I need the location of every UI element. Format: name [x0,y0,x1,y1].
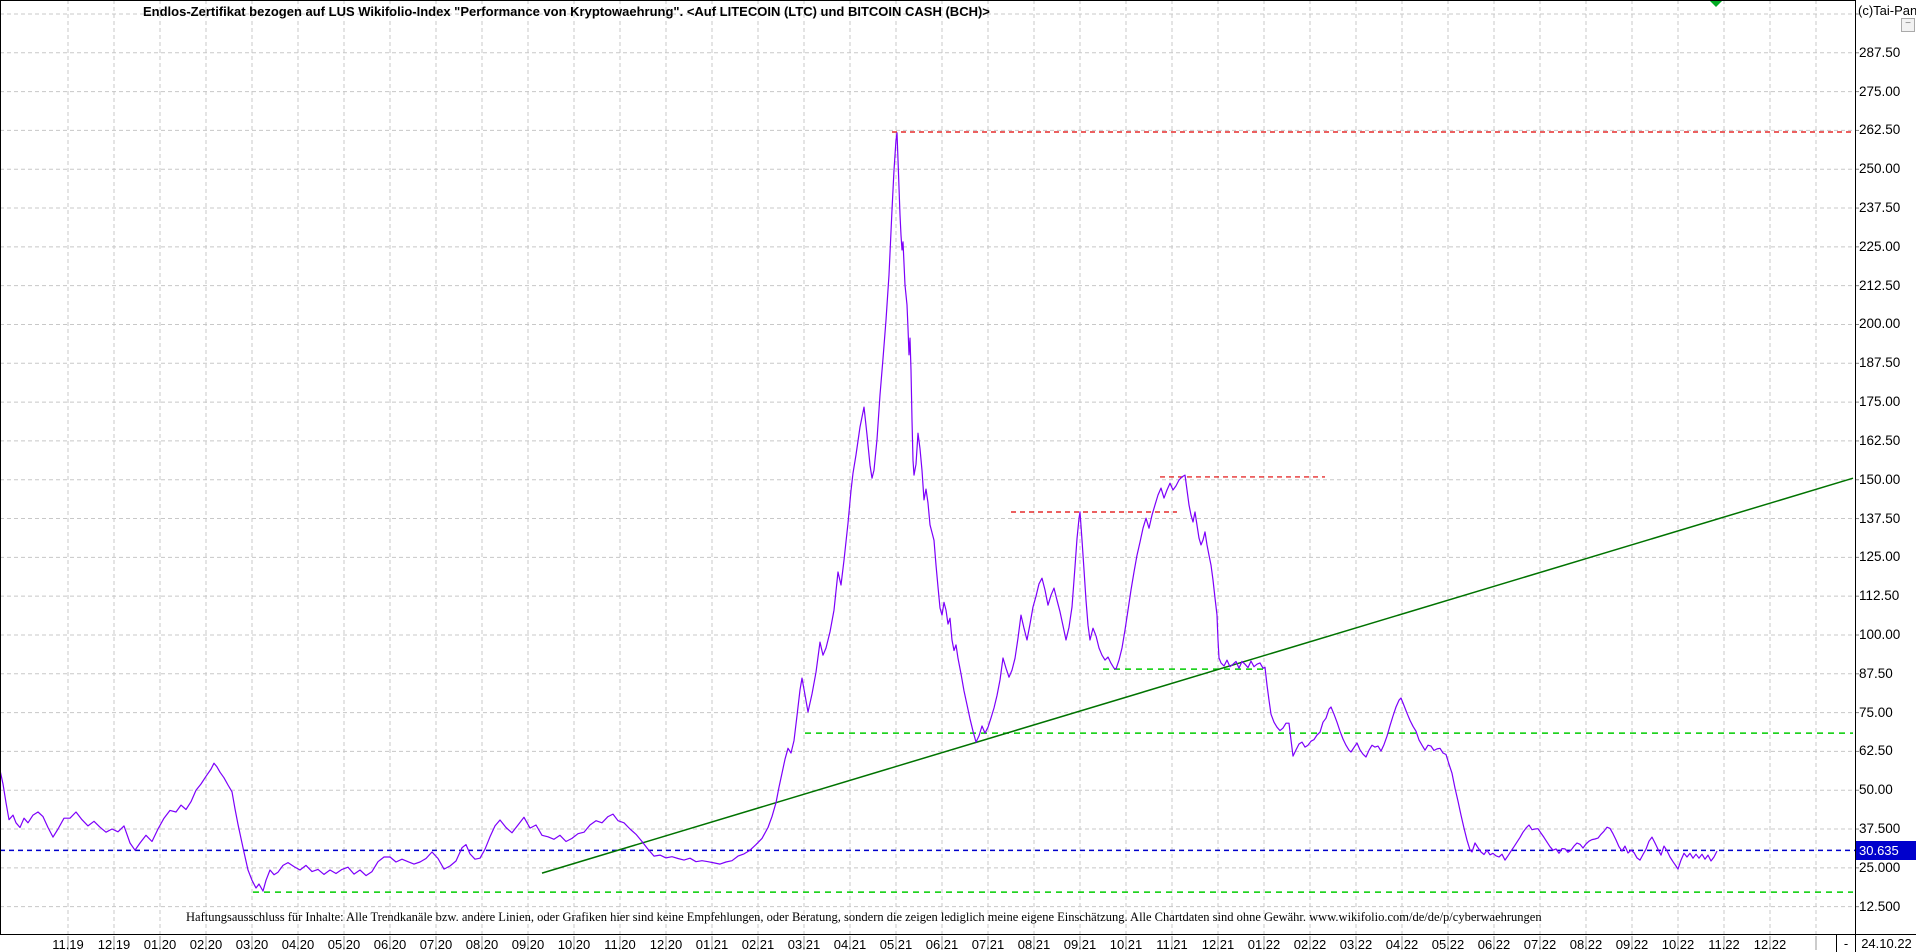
chart-title: Endlos-Zertifikat bezogen auf LUS Wikifo… [143,4,990,19]
x-axis-label: 05.21 [879,937,913,952]
axis-end-dash: - [1843,936,1849,951]
y-axis-label: 100.00 [1859,626,1901,642]
last-price-badge: 30.635 [1856,840,1916,860]
x-axis-label: 10.20 [557,937,591,952]
y-axis-label: 162.50 [1859,432,1901,448]
x-axis-label: 02.20 [189,937,223,952]
x-axis-label: 10.22 [1661,937,1695,952]
y-axis-label: 137.50 [1859,510,1901,526]
x-axis-label: 09.21 [1063,937,1097,952]
x-axis-label: 11.19 [52,937,84,952]
x-axis-label: 05.20 [327,937,361,952]
x-axis-label: 01.22 [1247,937,1281,952]
x-axis-label: 01.21 [695,937,729,952]
y-axis-label: 62.50 [1859,743,1893,759]
y-axis-label: 50.00 [1859,782,1893,798]
last-date-cell: 24.10.22 [1861,936,1912,951]
x-axis-label: 04.21 [833,937,867,952]
signal-marker-icon [1709,0,1723,7]
x-axis-label: 08.21 [1017,937,1051,952]
rising-support-trend-line [541,477,1854,874]
y-axis-label: 287.50 [1859,44,1901,60]
y-axis-label: 275.00 [1859,83,1901,99]
x-axis-label: 06.22 [1477,937,1511,952]
x-axis-label: 11.20 [604,937,636,952]
x-axis-label: 08.22 [1569,937,1603,952]
y-axis-label: 200.00 [1859,316,1901,332]
y-axis-label: 225.00 [1859,238,1901,254]
y-axis-label: 250.00 [1859,161,1901,177]
x-axis-label: 06.20 [373,937,407,952]
y-axis-label: 87.50 [1859,665,1893,681]
x-axis-label: 03.20 [235,937,269,952]
x-axis-label: 04.20 [281,937,315,952]
y-axis-label: 75.00 [1859,704,1893,720]
taipan-copyright: (c)Tai-Pan [1858,3,1916,18]
x-axis-label: 07.21 [971,937,1005,952]
x-axis-label: 02.22 [1293,937,1327,952]
y-axis-label: 37.500 [1859,821,1901,837]
y-axis-label: 125.00 [1859,549,1901,565]
x-axis-label: 04.22 [1385,937,1419,952]
price-line [0,132,1718,892]
disclaimer-text: Haftungsausschluss für Inhalte: Alle Tre… [186,910,1542,924]
x-axis-label: 03.21 [787,937,821,952]
x-axis-label: 08.20 [465,937,499,952]
x-axis-label: 06.21 [925,937,959,952]
y-axis-label: 25.000 [1859,859,1901,875]
y-axis-label: 212.50 [1859,277,1901,293]
x-axis-label: 12.20 [649,937,683,952]
x-axis-label: 11.22 [1708,937,1740,952]
x-axis-label: 05.22 [1431,937,1465,952]
x-axis-label: 12.19 [97,937,131,952]
collapse-button[interactable]: − [1901,18,1915,32]
x-axis-label: 11.21 [1156,937,1188,952]
x-axis-label: 07.22 [1523,937,1557,952]
x-axis-label: 09.20 [511,937,545,952]
y-axis-label: 262.50 [1859,122,1901,138]
x-axis-label: 07.20 [419,937,453,952]
y-axis-label: 175.00 [1859,394,1901,410]
y-axis-label: 187.50 [1859,355,1901,371]
x-axis-label: 09.22 [1615,937,1649,952]
x-axis-label: 12.22 [1753,937,1787,952]
y-axis-label: 12.500 [1859,898,1901,914]
y-axis-label: 112.50 [1859,588,1900,604]
y-axis-label: 150.00 [1859,471,1901,487]
x-axis-label: 02.21 [741,937,775,952]
y-axis-label: 237.50 [1859,200,1901,216]
x-axis-label: 12.21 [1201,937,1235,952]
x-axis-label: 01.20 [143,937,177,952]
x-axis-label: 10.21 [1109,937,1143,952]
x-axis-label: 03.22 [1339,937,1373,952]
